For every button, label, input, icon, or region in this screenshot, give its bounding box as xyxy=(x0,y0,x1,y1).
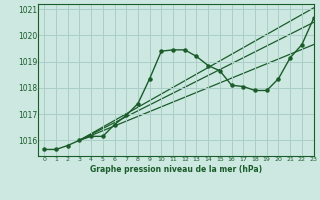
X-axis label: Graphe pression niveau de la mer (hPa): Graphe pression niveau de la mer (hPa) xyxy=(90,165,262,174)
